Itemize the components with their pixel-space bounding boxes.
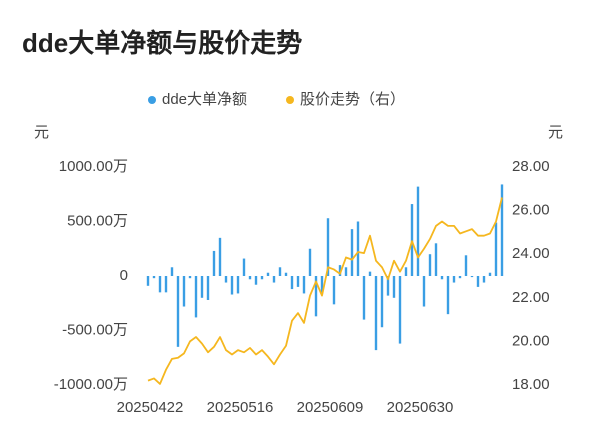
bar: [242, 258, 246, 276]
legend-label: dde大单净额: [162, 91, 247, 108]
bar: [158, 276, 162, 293]
bar: [164, 276, 168, 293]
bar: [482, 276, 486, 283]
bar: [446, 276, 450, 315]
bar: [356, 221, 360, 276]
bar: [176, 276, 180, 347]
y-tick-label: 0: [120, 267, 128, 284]
legend-marker: [286, 96, 294, 104]
chart-title: dde大单净额与股价走势: [22, 28, 302, 58]
bar: [374, 276, 378, 351]
y-axis-label: 元: [34, 124, 49, 141]
bar: [296, 276, 300, 287]
bar: [326, 218, 330, 276]
bar: [494, 222, 498, 276]
bar: [320, 276, 324, 294]
bar: [362, 276, 366, 320]
y2-tick-label: 26.00: [512, 202, 550, 219]
bar: [224, 276, 228, 283]
y2-tick-label: 22.00: [512, 289, 550, 306]
bar: [302, 276, 306, 294]
bar: [152, 276, 156, 279]
bar: [344, 267, 348, 276]
bar: [278, 267, 282, 276]
bar: [212, 250, 216, 276]
x-tick-label: 20250422: [117, 399, 184, 416]
bar: [368, 271, 372, 276]
legend-marker: [148, 96, 156, 104]
bar: [410, 204, 414, 276]
bar: [380, 276, 384, 328]
bar: [416, 186, 420, 276]
bar: [254, 276, 258, 285]
y2-tick-label: 20.00: [512, 332, 550, 349]
bar: [284, 272, 288, 276]
bar: [182, 276, 186, 307]
bar: [266, 272, 270, 276]
bar: [272, 276, 276, 283]
bar: [392, 276, 396, 298]
bar: [386, 276, 390, 296]
x-tick-label: 20250516: [207, 399, 274, 416]
bar: [398, 276, 402, 344]
bar: [350, 229, 354, 276]
bar: [230, 276, 234, 295]
bar: [290, 276, 294, 290]
y2-tick-label: 18.00: [512, 376, 550, 393]
bar: [470, 276, 474, 278]
legend-label: 股价走势（右）: [300, 91, 405, 108]
bar: [308, 248, 312, 276]
bar: [500, 184, 504, 276]
bar: [146, 276, 150, 286]
bar: [206, 276, 210, 300]
bar: [260, 276, 264, 280]
bar: [218, 237, 222, 276]
bar: [194, 276, 198, 318]
bar: [188, 276, 192, 279]
bar: [464, 255, 468, 276]
bar: [314, 276, 318, 317]
bar: [404, 267, 408, 276]
y2-tick-label: 28.00: [512, 158, 550, 175]
y-tick-label: 1000.00万: [59, 158, 128, 175]
x-tick-label: 20250609: [297, 399, 364, 416]
y2-axis-label: 元: [548, 124, 563, 141]
x-tick-label: 20250630: [387, 399, 454, 416]
bar: [200, 276, 204, 298]
bar: [458, 276, 462, 279]
y-tick-label: 500.00万: [67, 212, 128, 229]
bar: [476, 276, 480, 287]
bar: [422, 276, 426, 307]
y-tick-label: -1000.00万: [54, 376, 128, 393]
bar: [236, 276, 240, 294]
bar: [488, 272, 492, 276]
bar: [428, 254, 432, 276]
bar: [434, 243, 438, 276]
bar: [440, 276, 444, 280]
bar: [170, 267, 174, 276]
y2-tick-label: 24.00: [512, 245, 550, 262]
bar: [332, 276, 336, 305]
price-line: [147, 197, 503, 385]
bar: [248, 276, 252, 280]
bar: [452, 276, 456, 283]
bar: [338, 265, 342, 276]
y-tick-label: -500.00万: [62, 321, 128, 338]
